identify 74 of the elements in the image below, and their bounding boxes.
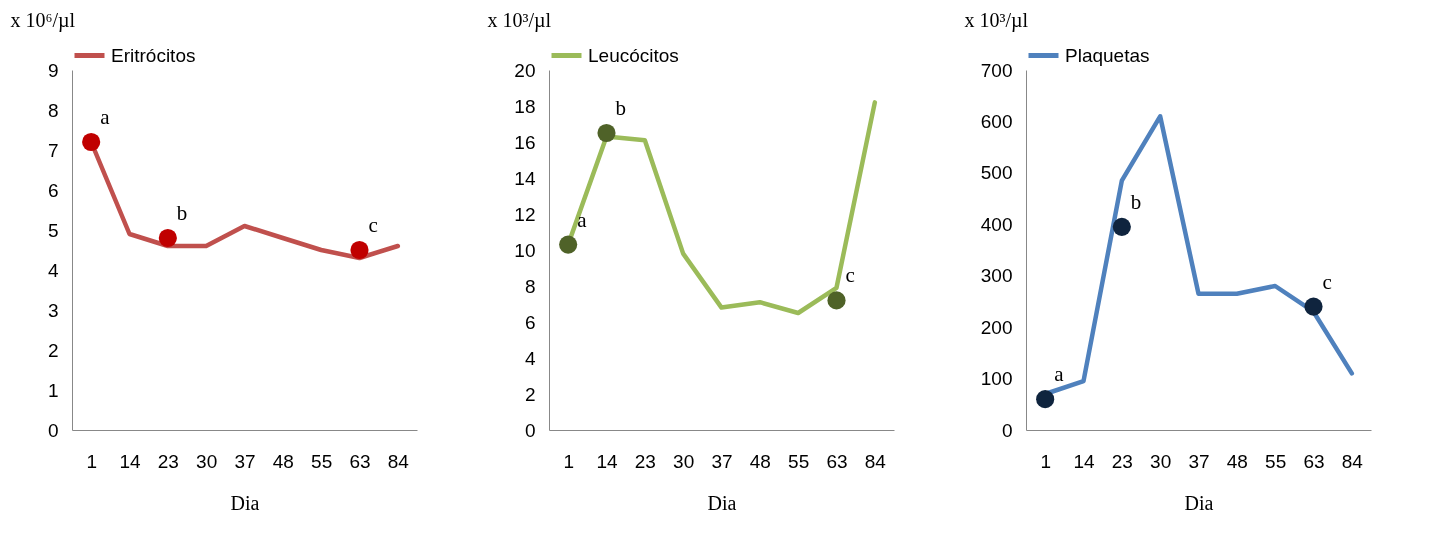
annotation: b <box>615 96 626 120</box>
y-tick-label: 7 <box>47 139 59 161</box>
y-tick-label: 2 <box>47 339 59 361</box>
annotation: c <box>1322 269 1332 294</box>
y-tick-label: 10 <box>514 239 536 261</box>
y-axis-title: x 10⁶/µl <box>10 8 76 32</box>
x-tick-label: 23 <box>157 450 179 472</box>
x-tick-label: 30 <box>673 450 695 472</box>
y-tick-label: 4 <box>524 347 536 369</box>
y-tick-label: 200 <box>980 316 1013 338</box>
x-tick-label: 63 <box>826 450 848 472</box>
y-tick-label: 0 <box>47 419 59 441</box>
x-tick-label: 63 <box>1303 450 1325 472</box>
y-tick-label: 8 <box>524 275 536 297</box>
annotation: c <box>845 263 855 288</box>
x-axis-title: Dia <box>707 491 737 514</box>
y-tick-label: 14 <box>514 167 536 189</box>
x-tick-label: 14 <box>596 450 618 472</box>
x-axis-title: Dia <box>230 491 260 514</box>
y-tick-label: 4 <box>47 259 59 281</box>
y-tick-label: 0 <box>524 419 536 441</box>
x-tick-label: 84 <box>387 450 410 472</box>
y-tick-label: 8 <box>47 99 59 121</box>
x-tick-label: 48 <box>749 450 771 472</box>
y-tick-label: 12 <box>514 203 536 225</box>
x-tick-label: 48 <box>272 450 294 472</box>
y-tick-label: 3 <box>47 299 59 321</box>
y-tick-label: 300 <box>980 265 1013 287</box>
y-tick-label: 9 <box>47 59 59 81</box>
x-tick-label: 55 <box>311 450 333 472</box>
x-axis-title: Dia <box>1184 491 1214 514</box>
x-tick-label: 14 <box>119 450 141 472</box>
x-tick-label: 37 <box>711 450 733 472</box>
y-tick-label: 18 <box>514 95 536 117</box>
legend-label: Eritrócitos <box>111 44 196 66</box>
y-tick-label: 1 <box>47 379 59 401</box>
y-tick-label: 16 <box>514 131 536 153</box>
y-tick-label: 5 <box>47 219 59 241</box>
x-tick-label: 37 <box>1188 450 1210 472</box>
y-tick-label: 20 <box>514 59 536 81</box>
x-tick-label: 23 <box>1111 450 1133 472</box>
x-tick-label: 37 <box>234 450 256 472</box>
x-tick-label: 84 <box>864 450 887 472</box>
x-tick-label: 48 <box>1226 450 1248 472</box>
legend-label: Plaquetas <box>1065 44 1150 66</box>
y-tick-label: 6 <box>524 311 536 333</box>
y-tick-label: 700 <box>980 59 1013 81</box>
x-tick-label: 23 <box>634 450 656 472</box>
annotation: a <box>100 105 111 129</box>
y-axis-title: x 10³/µl <box>487 8 552 32</box>
x-tick-label: 30 <box>1150 450 1172 472</box>
y-tick-label: 2 <box>524 383 536 405</box>
x-tick-label: 55 <box>788 450 810 472</box>
x-tick-label: 30 <box>196 450 218 472</box>
y-tick-label: 100 <box>980 368 1013 390</box>
y-tick-label: 400 <box>980 213 1013 235</box>
x-tick-label: 1 <box>86 450 97 472</box>
annotation: a <box>1054 362 1065 387</box>
x-tick-label: 55 <box>1265 450 1287 472</box>
x-tick-label: 63 <box>349 450 371 472</box>
annotation: b <box>1130 189 1142 214</box>
x-tick-label: 1 <box>563 450 574 472</box>
annotation: c <box>368 213 378 237</box>
y-tick-label: 6 <box>47 179 59 201</box>
y-tick-label: 500 <box>980 162 1013 184</box>
y-tick-label: 0 <box>1001 419 1013 441</box>
annotation: b <box>176 201 188 225</box>
x-tick-label: 14 <box>1073 450 1095 472</box>
x-tick-label: 1 <box>1040 450 1051 472</box>
legend-label: Leucócitos <box>588 44 679 66</box>
x-tick-label: 84 <box>1341 450 1364 472</box>
y-tick-label: 600 <box>980 110 1013 132</box>
y-axis-title: x 10³/µl <box>964 8 1029 32</box>
annotation: a <box>577 207 588 232</box>
